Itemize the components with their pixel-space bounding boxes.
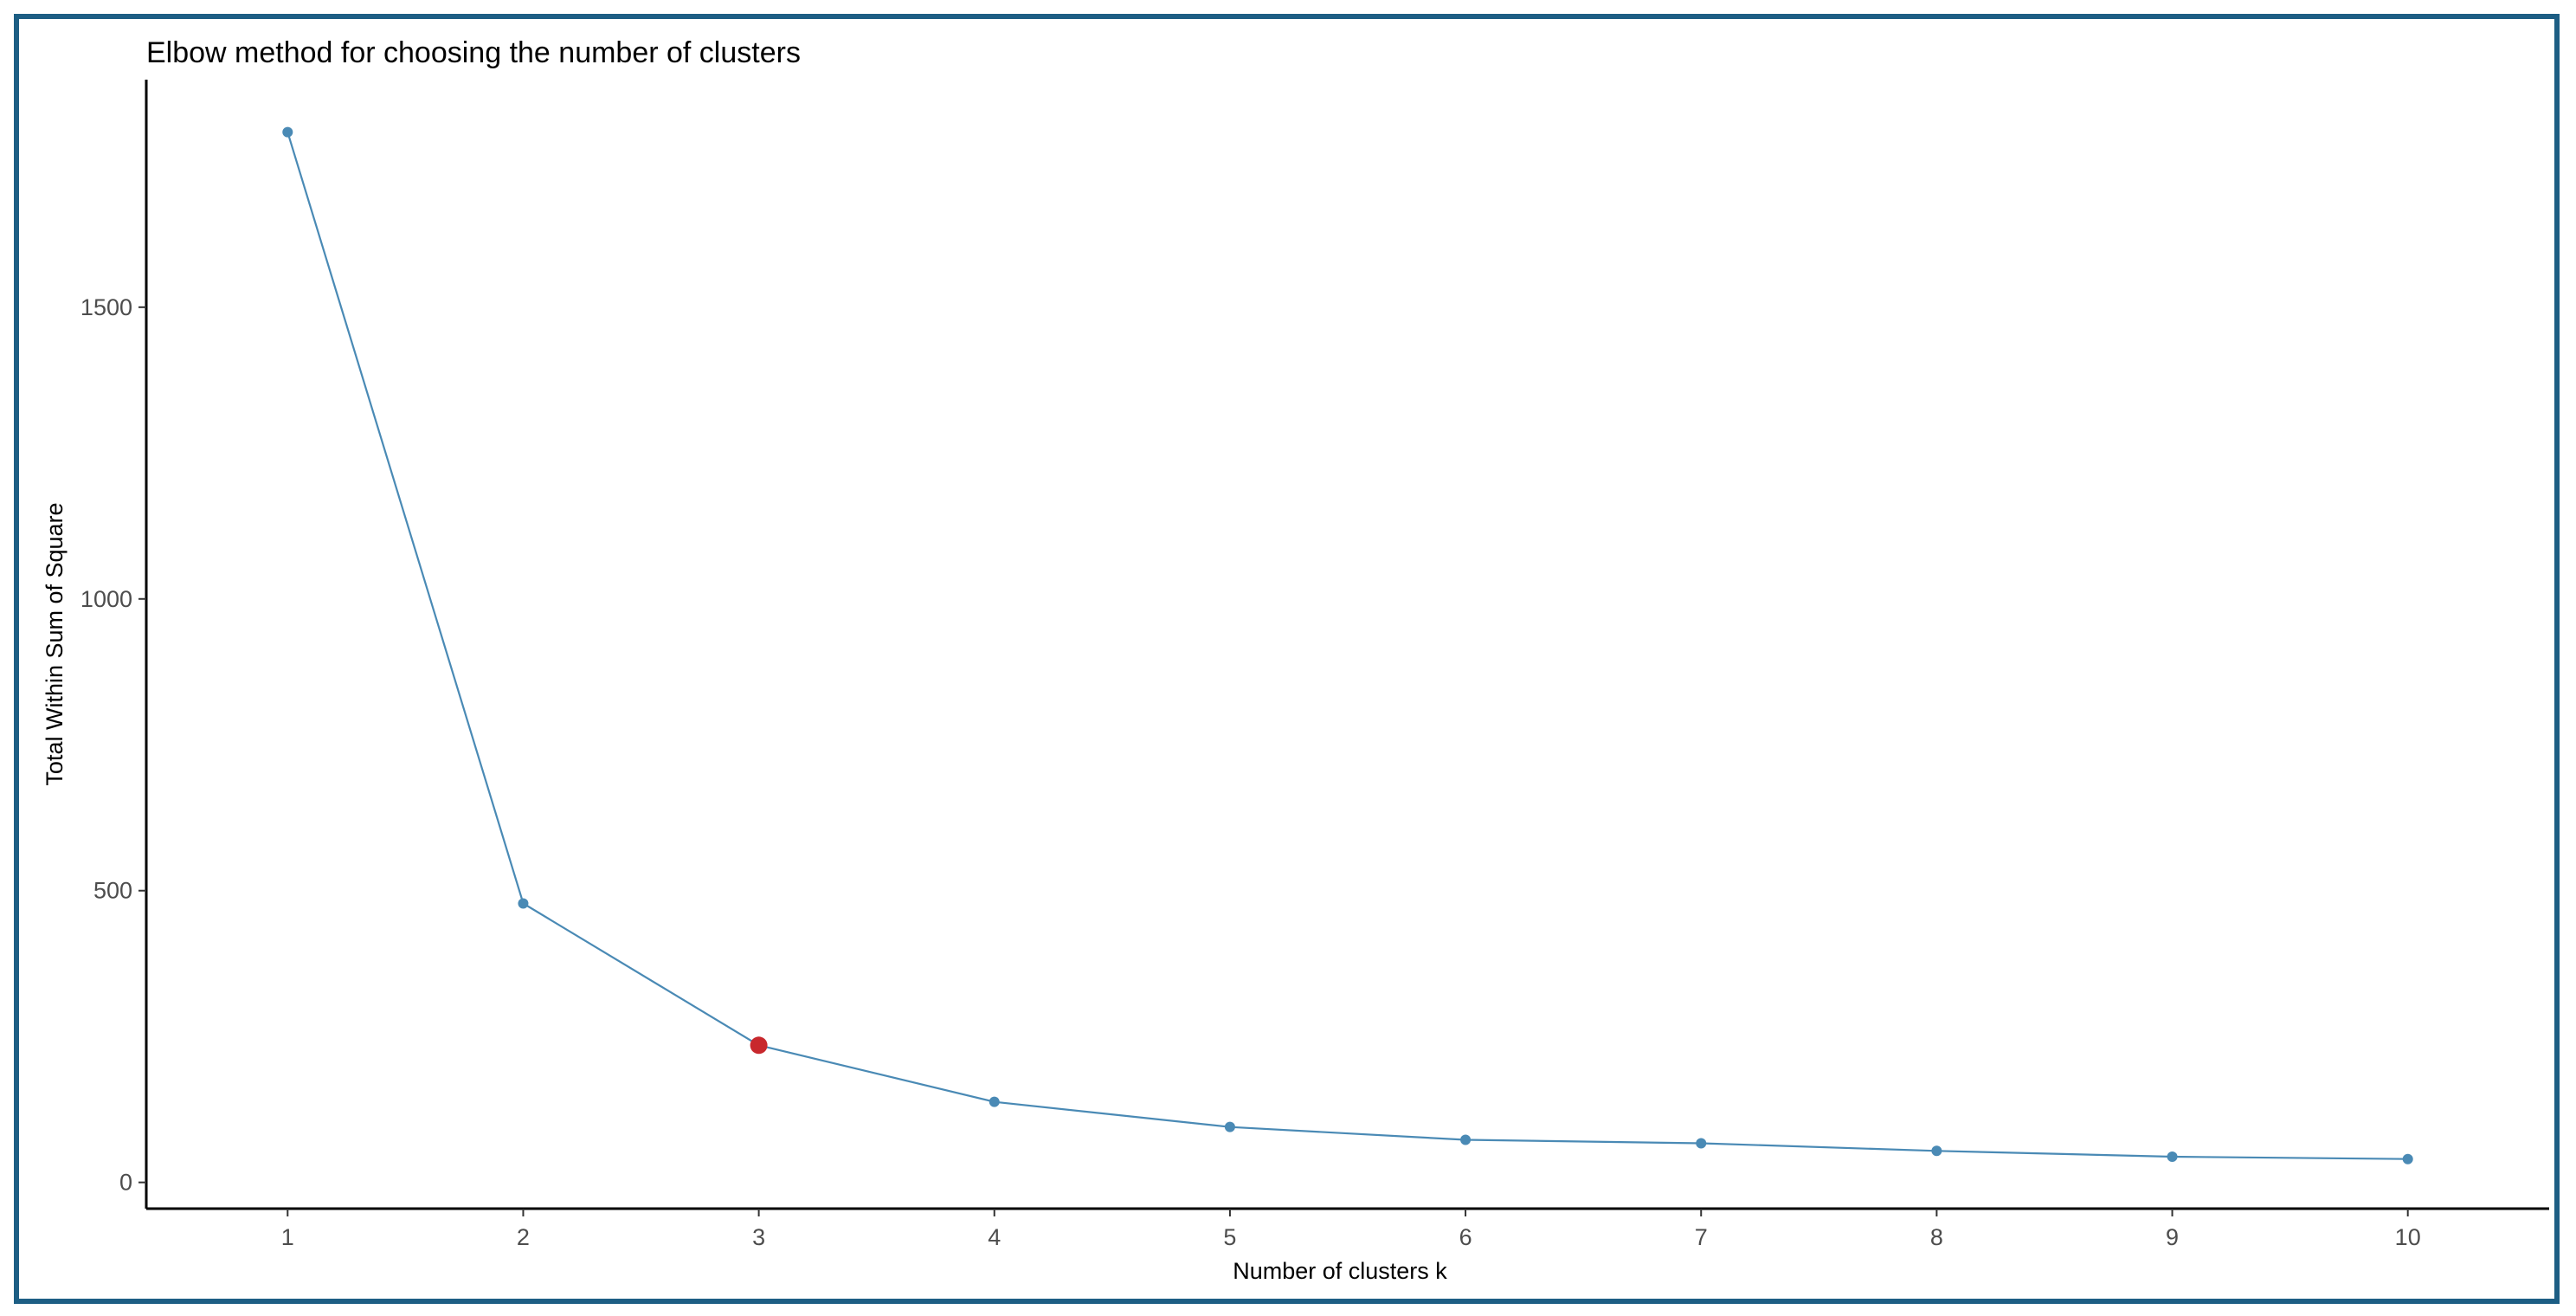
chart-frame: Elbow method for choosing the number of … bbox=[14, 14, 2560, 1304]
x-axis-ticks: 1 2 3 4 5 6 7 8 9 10 bbox=[281, 1209, 2421, 1250]
x-tick-label: 8 bbox=[1930, 1224, 1943, 1250]
optimal-k-point bbox=[750, 1036, 768, 1055]
x-tick-label: 5 bbox=[1223, 1224, 1236, 1250]
data-point bbox=[1224, 1121, 1235, 1132]
data-point bbox=[2167, 1152, 2178, 1163]
data-point bbox=[1931, 1145, 1942, 1157]
x-tick-label: 4 bbox=[988, 1224, 1001, 1250]
series-layer bbox=[282, 126, 2413, 1164]
y-axis-title: Total Within Sum of Square bbox=[42, 502, 68, 785]
data-point bbox=[518, 898, 529, 909]
data-point bbox=[2402, 1153, 2413, 1164]
x-tick-label: 2 bbox=[517, 1224, 530, 1250]
data-point bbox=[989, 1096, 1000, 1107]
y-tick-label: 1000 bbox=[80, 586, 132, 612]
x-tick-label: 1 bbox=[281, 1224, 294, 1250]
chart-title: Elbow method for choosing the number of … bbox=[146, 36, 801, 69]
data-point bbox=[282, 126, 293, 138]
y-tick-label: 1500 bbox=[80, 294, 132, 320]
x-tick-label: 3 bbox=[752, 1224, 765, 1250]
x-tick-label: 9 bbox=[2166, 1224, 2179, 1250]
x-tick-label: 7 bbox=[1695, 1224, 1708, 1250]
x-tick-label: 6 bbox=[1459, 1224, 1472, 1250]
y-tick-label: 500 bbox=[93, 878, 132, 904]
x-axis-title: Number of clusters k bbox=[1233, 1258, 1447, 1284]
y-axis-ticks: 0 500 1000 1500 bbox=[80, 294, 146, 1196]
elbow-chart: Elbow method for choosing the number of … bbox=[42, 36, 2549, 1284]
y-tick-label: 0 bbox=[119, 1170, 132, 1196]
data-point bbox=[1696, 1138, 1707, 1149]
series-line bbox=[287, 132, 2408, 1160]
x-tick-label: 10 bbox=[2395, 1224, 2421, 1250]
data-point bbox=[1460, 1134, 1472, 1145]
